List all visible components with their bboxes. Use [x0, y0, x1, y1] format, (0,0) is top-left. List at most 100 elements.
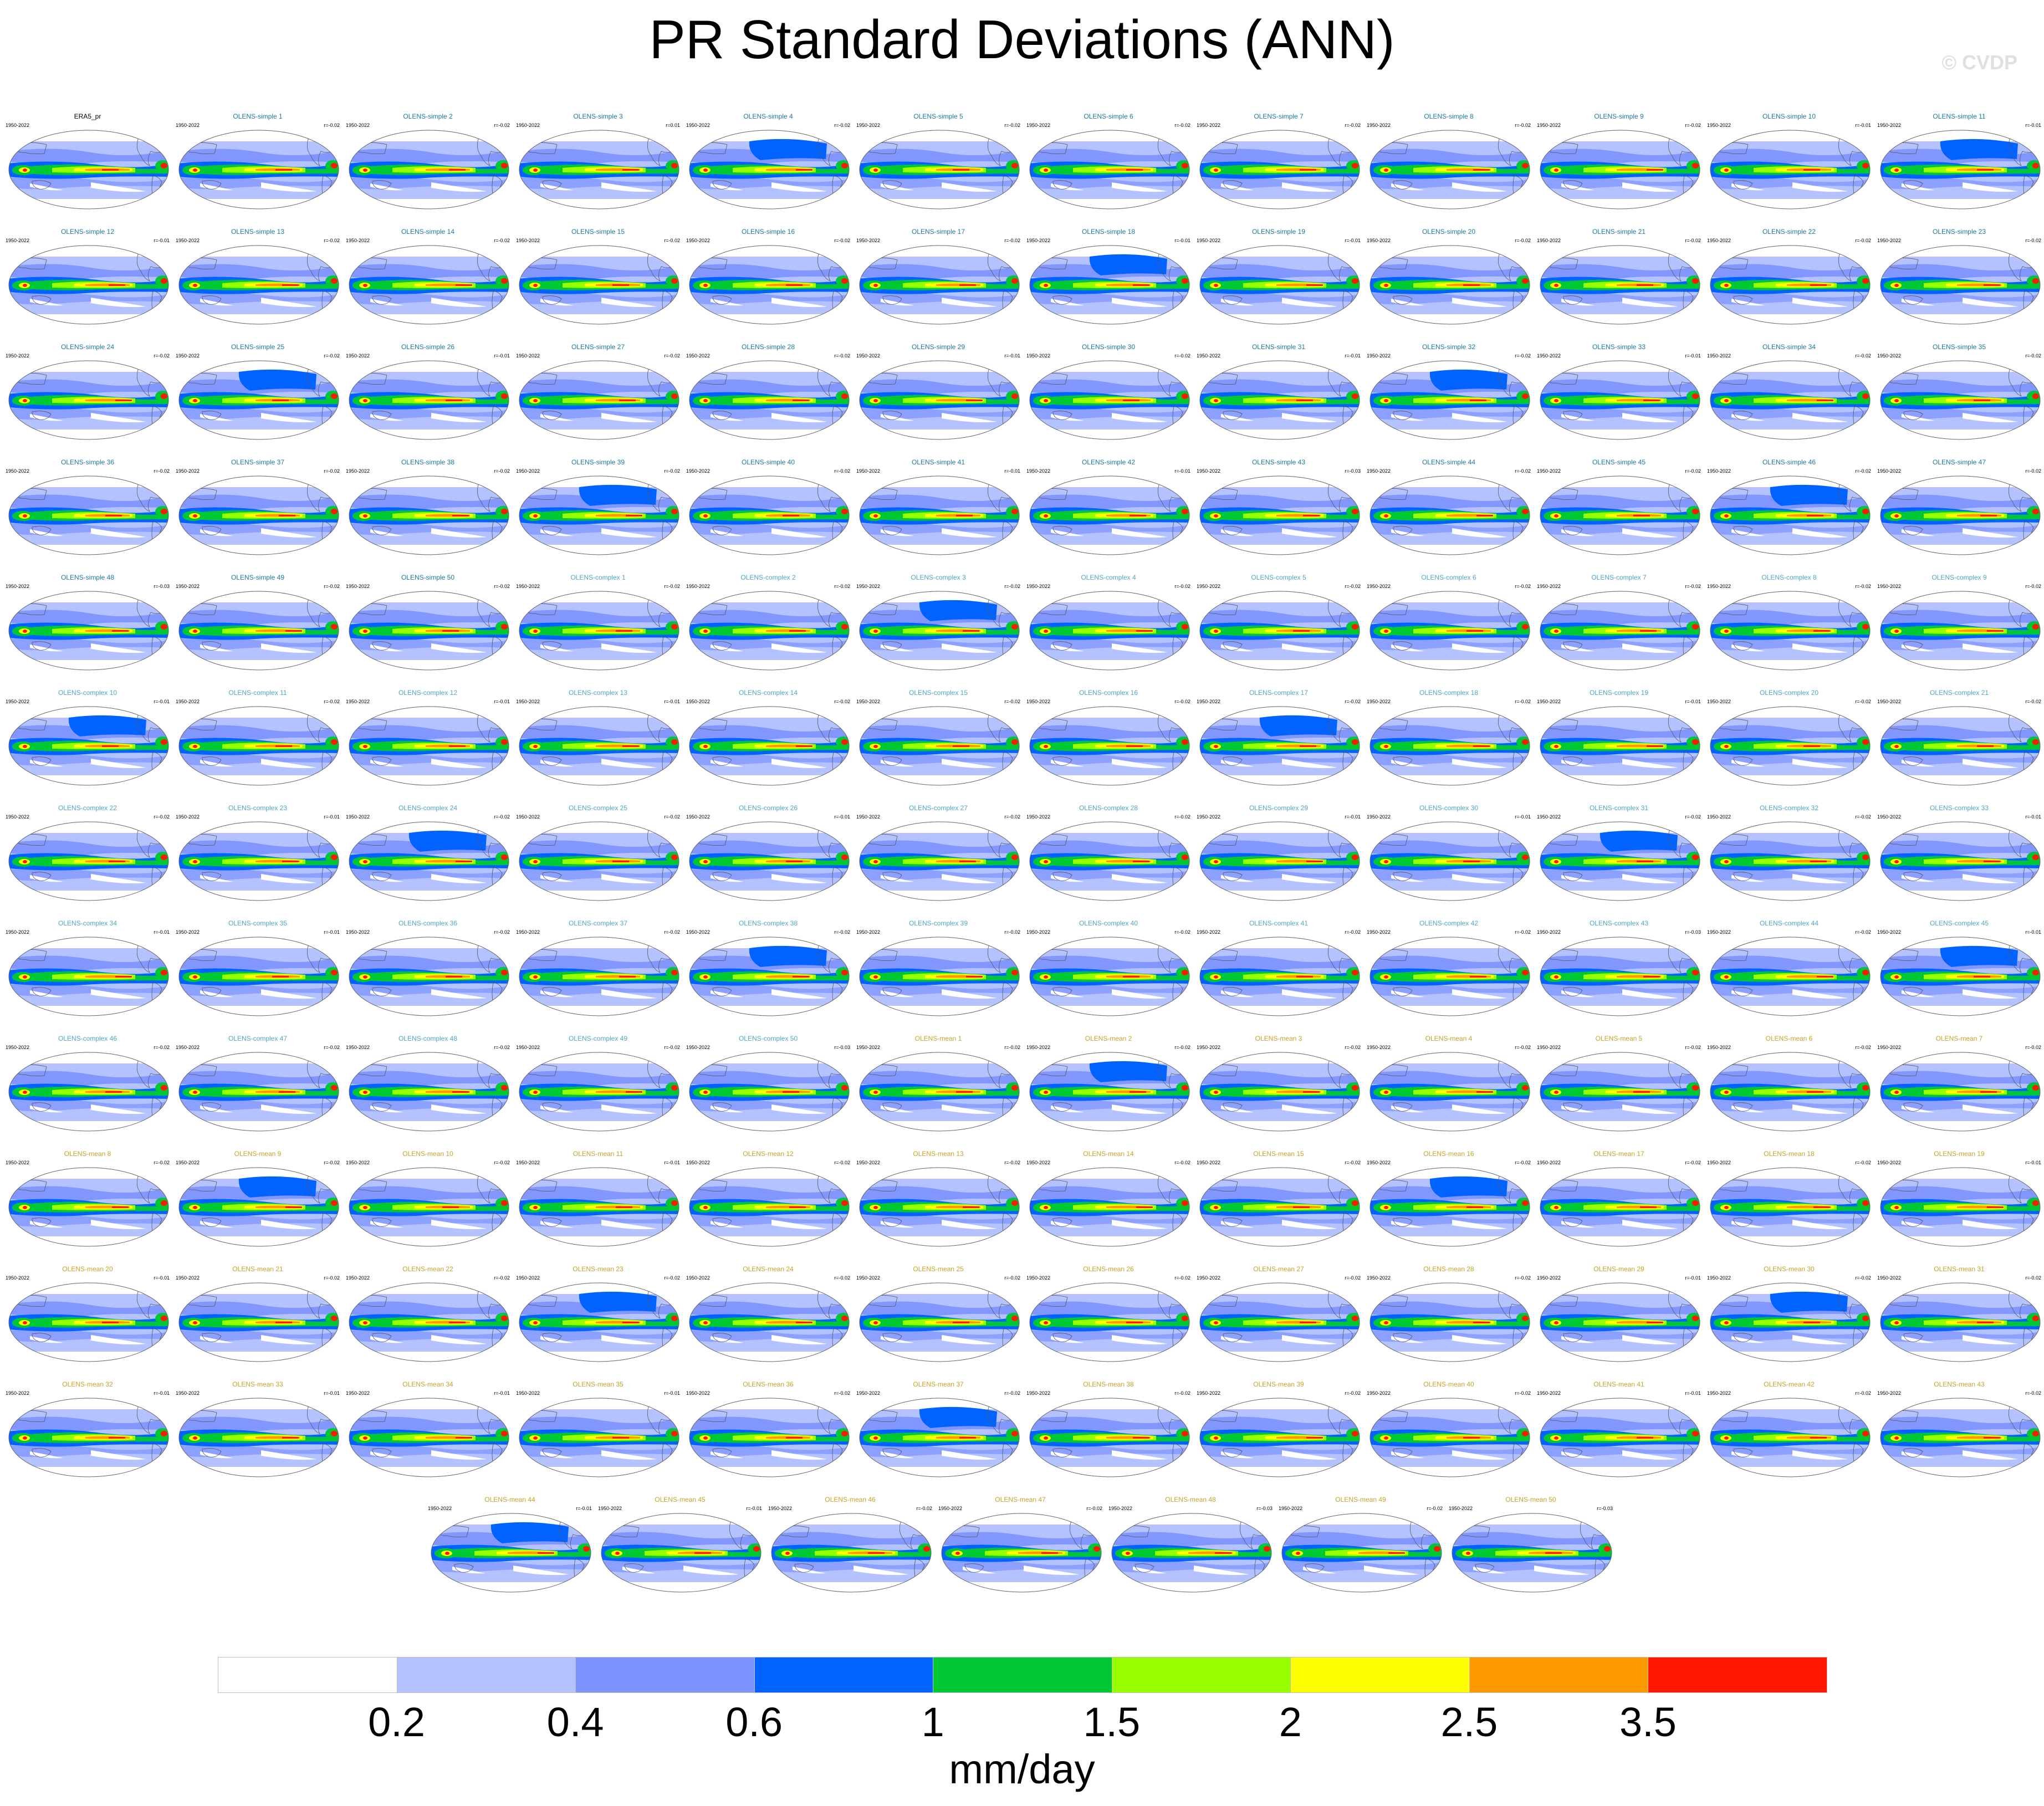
panel-years: 1950-2022 [1367, 468, 1391, 474]
panel-title: OLENS-complex 15 [908, 689, 968, 697]
panel-years: 1950-2022 [516, 699, 540, 704]
panel-pattern-correlation: r=-0.02 [324, 353, 340, 359]
panel-map [1710, 245, 1871, 325]
panel-map [1199, 821, 1360, 901]
panel-map [1199, 130, 1360, 209]
map-panel: OLENS-simple 28 1950-2022 r=-0.02 [685, 343, 851, 443]
panel-pattern-correlation: r=-0.02 [834, 1390, 850, 1396]
panel-title: OLENS-complex 1 [570, 574, 626, 581]
map-panel: OLENS-complex 17 1950-2022 r=-0.02 [1195, 689, 1362, 789]
panel-title: OLENS-mean 24 [743, 1265, 794, 1273]
panel-pattern-correlation: r=-0.02 [154, 814, 170, 820]
panel-pattern-correlation: r=-0.01 [1174, 238, 1190, 243]
panel-years: 1950-2022 [856, 1390, 881, 1396]
panel-years: 1950-2022 [346, 238, 370, 243]
panel-years: 1950-2022 [1877, 1045, 1902, 1050]
panel-map [1880, 1052, 2041, 1132]
panel-pattern-correlation: r=-0.02 [834, 699, 850, 704]
panel-map [1029, 245, 1190, 325]
panel-years: 1950-2022 [6, 468, 30, 474]
panel-years: 1950-2022 [1877, 238, 1902, 243]
panel-title: OLENS-complex 34 [58, 919, 117, 927]
panel-years: 1950-2022 [856, 122, 881, 128]
panel-years: 1950-2022 [856, 929, 881, 935]
panel-map [1199, 475, 1360, 555]
map-panel: OLENS-complex 16 1950-2022 r=-0.02 [1025, 689, 1192, 789]
panel-title: OLENS-complex 26 [738, 804, 798, 812]
map-panel: OLENS-mean 18 1950-2022 r=-0.02 [1706, 1150, 1872, 1250]
map-panel: OLENS-mean 40 1950-2022 r=-0.02 [1366, 1380, 1532, 1480]
panel-years: 1950-2022 [6, 814, 30, 820]
panel-pattern-correlation: r=-0.01 [2025, 122, 2041, 128]
map-panel: OLENS-complex 1 1950-2022 r=-0.02 [515, 574, 681, 673]
panel-map [519, 1052, 679, 1132]
panel-map [1710, 1167, 1871, 1247]
panel-pattern-correlation: r=-0.02 [1345, 1045, 1361, 1050]
panel-title: OLENS-mean 46 [825, 1496, 876, 1503]
panel-title: OLENS-simple 30 [1081, 343, 1136, 351]
map-panel: OLENS-complex 3 1950-2022 r=-0.02 [855, 574, 1021, 673]
panel-title: OLENS-complex 27 [908, 804, 968, 812]
panel-map [519, 591, 679, 671]
panel-map [1710, 130, 1871, 209]
panel-title: OLENS-complex 5 [1251, 574, 1306, 581]
panel-map [8, 1282, 169, 1362]
map-panel: OLENS-simple 13 1950-2022 r=-0.02 [175, 228, 341, 328]
panel-pattern-correlation: r=-0.02 [1515, 1160, 1531, 1165]
panel-map [1370, 1052, 1530, 1132]
panel-title: OLENS-complex 4 [1081, 574, 1136, 581]
panel-title: OLENS-mean 50 [1505, 1496, 1556, 1503]
panel-map [1452, 1513, 1612, 1593]
panel-map [1370, 706, 1530, 786]
map-panel: OLENS-complex 4 1950-2022 r=-0.02 [1025, 574, 1192, 673]
panel-years: 1950-2022 [516, 1390, 540, 1396]
panel-years: 1950-2022 [1026, 699, 1051, 704]
panel-pattern-correlation: r=-0.01 [324, 814, 340, 820]
panel-pattern-correlation: r=-0.02 [1515, 584, 1531, 589]
map-panel: OLENS-simple 46 1950-2022 r=-0.02 [1706, 458, 1872, 558]
panel-years: 1950-2022 [6, 238, 30, 243]
map-panel: OLENS-mean 6 1950-2022 r=-0.02 [1706, 1035, 1872, 1134]
panel-title: OLENS-simple 42 [1081, 458, 1136, 466]
panel-map [689, 591, 850, 671]
panel-map [519, 360, 679, 440]
panel-map [1540, 1398, 1700, 1477]
panel-pattern-correlation: r=-0.02 [324, 1045, 340, 1050]
panel-map [178, 1398, 339, 1477]
panel-title: OLENS-mean 12 [743, 1150, 794, 1158]
panel-title: OLENS-simple 35 [1932, 343, 1986, 351]
panel-years: 1950-2022 [1367, 1275, 1391, 1281]
panel-pattern-correlation: r=-0.01 [1685, 699, 1701, 704]
panel-years: 1950-2022 [516, 468, 540, 474]
map-panel: OLENS-simple 24 1950-2022 r=-0.02 [4, 343, 171, 443]
panel-title: OLENS-complex 50 [738, 1035, 798, 1042]
panel-pattern-correlation: r=-0.02 [324, 122, 340, 128]
panel-years: 1950-2022 [686, 1275, 711, 1281]
panel-map [1880, 706, 2041, 786]
panel-pattern-correlation: r=-0.01 [154, 699, 170, 704]
map-panel: OLENS-mean 15 1950-2022 r=-0.02 [1195, 1150, 1362, 1250]
panel-years: 1950-2022 [1537, 238, 1561, 243]
map-panel: OLENS-complex 47 1950-2022 r=-0.02 [175, 1035, 341, 1134]
map-panel: OLENS-mean 1 1950-2022 r=-0.02 [855, 1035, 1021, 1134]
map-panel: OLENS-mean 14 1950-2022 r=-0.02 [1025, 1150, 1192, 1250]
map-panel: OLENS-complex 7 1950-2022 r=-0.02 [1536, 574, 1702, 673]
map-panel: OLENS-complex 29 1950-2022 r=-0.01 [1195, 804, 1362, 904]
map-panel: OLENS-complex 33 1950-2022 r=-0.01 [1876, 804, 2042, 904]
panel-map [1710, 1052, 1871, 1132]
map-panel: OLENS-complex 50 1950-2022 r=-0.03 [685, 1035, 851, 1134]
panel-title: OLENS-mean 35 [573, 1380, 624, 1388]
map-panel: OLENS-mean 27 1950-2022 r=-0.02 [1195, 1265, 1362, 1365]
panel-pattern-correlation: r=0.01 [666, 122, 680, 128]
panel-pattern-correlation: r=-0.02 [1174, 699, 1190, 704]
panel-map [349, 1282, 509, 1362]
panel-title: OLENS-mean 14 [1083, 1150, 1134, 1158]
panel-pattern-correlation: r=-0.01 [154, 1275, 170, 1281]
panel-pattern-correlation: r=-0.01 [154, 929, 170, 935]
panel-pattern-correlation: r=-0.01 [494, 699, 510, 704]
panel-title: OLENS-complex 3 [911, 574, 966, 581]
panel-title: OLENS-mean 34 [402, 1380, 453, 1388]
panel-map [1540, 130, 1700, 209]
map-panel: OLENS-complex 30 1950-2022 r=-0.01 [1366, 804, 1532, 904]
map-panel: OLENS-simple 4 1950-2022 r=-0.02 [685, 112, 851, 212]
